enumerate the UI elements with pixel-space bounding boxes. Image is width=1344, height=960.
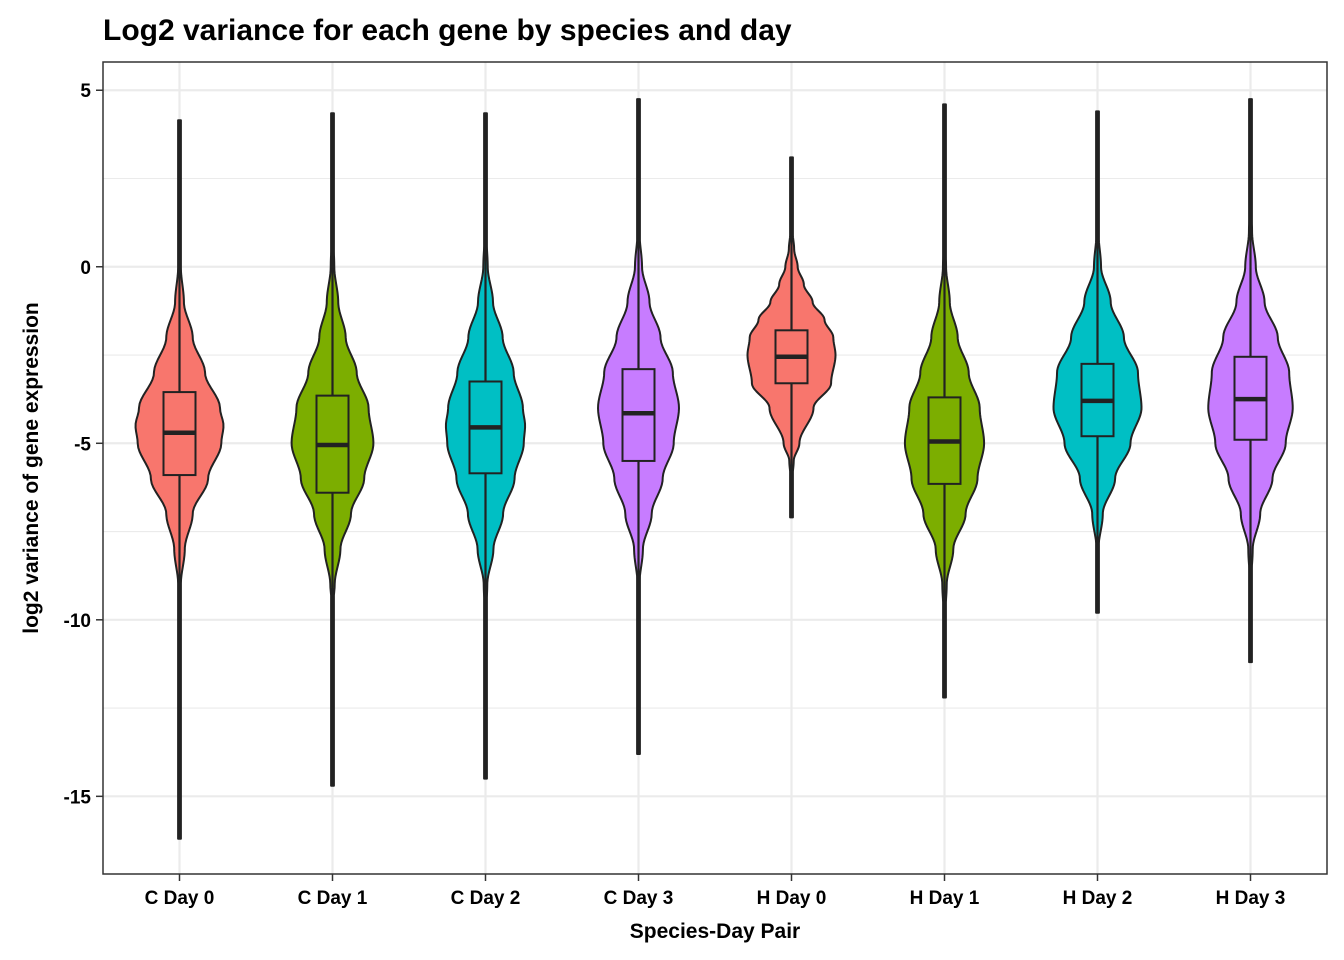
violin-c-day-2 — [444, 112, 527, 780]
y-tick-label: -10 — [64, 611, 91, 632]
x-axis: C Day 0 C Day 1 C Day 2 C Day 3 H Day 0 H Day… — [145, 874, 1286, 909]
x-axis-title: Species-Day Pair — [630, 920, 800, 943]
x-tick-label: C Day 3 — [604, 888, 674, 909]
y-tick-label: -15 — [64, 787, 92, 808]
y-tick-label: 0 — [80, 258, 91, 279]
violin-h-day-0 — [746, 156, 837, 519]
x-tick-label: C Day 2 — [451, 888, 521, 909]
plot-border — [102, 61, 1328, 875]
violin-c-day-3 — [597, 98, 680, 755]
y-tick-label: -5 — [74, 434, 91, 455]
violin-h-day-3 — [1207, 98, 1294, 664]
y-tick-label: 5 — [80, 81, 91, 102]
x-tick-label: H Day 1 — [910, 888, 980, 909]
x-tick-label: C Day 1 — [298, 888, 368, 909]
x-tick-label: H Day 3 — [1216, 888, 1286, 909]
violin-group — [134, 98, 1294, 840]
plot-panel — [102, 61, 1328, 875]
violin-h-day-2 — [1052, 110, 1143, 614]
x-tick-label: C Day 0 — [145, 888, 215, 909]
x-tick-label: H Day 0 — [757, 888, 827, 909]
y-axis: 5 0 -5 -10 -15 — [64, 81, 103, 808]
x-tick-label: H Day 2 — [1063, 888, 1133, 909]
violin-c-day-1 — [290, 112, 375, 787]
violin-h-day-1 — [903, 103, 986, 699]
plot-background — [103, 62, 1327, 874]
y-axis-title: log2 variance of gene expression — [20, 302, 43, 633]
violin-c-day-0 — [134, 119, 225, 840]
chart-title: Log2 variance for each gene by species a… — [103, 14, 792, 47]
